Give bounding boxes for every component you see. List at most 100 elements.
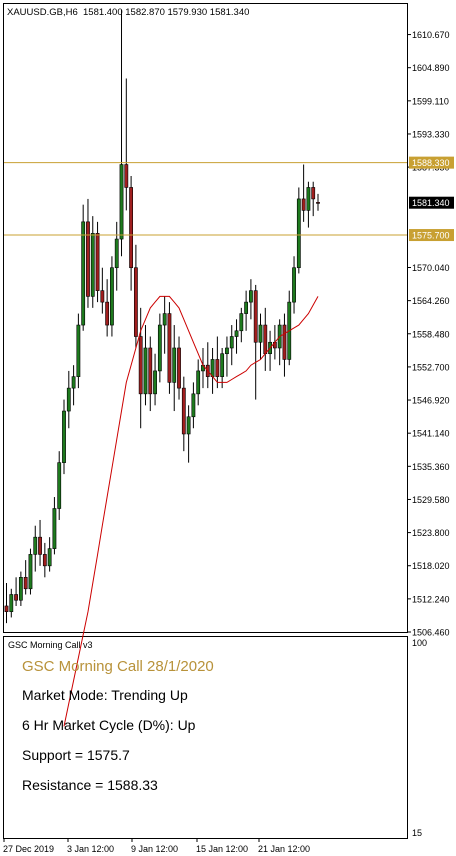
candle <box>62 399 66 475</box>
candle <box>110 256 114 337</box>
time-tick-label: 9 Jan 12:00 <box>131 844 178 854</box>
candle-body <box>81 221 86 326</box>
candle <box>9 588 14 618</box>
time-tick-label: 3 Jan 12:00 <box>67 844 114 854</box>
candle <box>114 221 119 291</box>
candle <box>138 307 143 429</box>
candle <box>292 256 296 314</box>
candle-body <box>71 376 76 389</box>
candle-body <box>210 359 215 377</box>
support-tag-label: 1575.700 <box>412 231 450 241</box>
candle <box>100 267 105 314</box>
candle-body <box>239 313 244 332</box>
candle-body <box>90 233 95 297</box>
time-tick-label: 27 Dec 2019 <box>3 844 54 854</box>
candle-body <box>110 267 114 326</box>
candle <box>66 370 71 429</box>
candle <box>52 497 57 555</box>
main-chart-frame <box>3 3 408 633</box>
candle-body <box>249 290 253 303</box>
candle <box>157 313 162 383</box>
price-tick-label: 1512.240 <box>412 594 450 604</box>
level-lines: 1588.330 1575.700 1581.340 <box>4 156 454 242</box>
candle <box>287 290 292 366</box>
price-tick-label: 1599.110 <box>412 96 449 106</box>
candle <box>191 382 196 429</box>
resistance-tag <box>409 156 454 169</box>
candle <box>105 279 110 337</box>
candle <box>225 336 229 377</box>
current-price-tag-label: 1581.340 <box>412 198 450 208</box>
candle <box>177 336 181 400</box>
candle-body <box>316 202 320 204</box>
candle <box>311 181 316 217</box>
candle-body <box>225 347 229 355</box>
candle-body <box>23 577 28 590</box>
candle-body <box>95 233 100 291</box>
ma-line <box>63 295 319 727</box>
candle-body <box>133 267 138 337</box>
time-axis: 27 Dec 2019 3 Jan 12:00 9 Jan 12:00 15 Jan … <box>3 838 310 854</box>
candle <box>205 342 210 389</box>
time-tick-label: 21 Jan 12:00 <box>258 844 310 854</box>
candle-body <box>66 387 71 412</box>
candle <box>18 571 23 606</box>
candle <box>162 296 167 354</box>
candle-body <box>177 347 181 389</box>
subwindow-heading: GSC Morning Call 28/1/2020 <box>22 658 214 675</box>
candle <box>201 347 205 389</box>
candle-body <box>100 290 105 303</box>
candle-body <box>263 324 268 355</box>
candle <box>148 336 153 412</box>
subwindow-scale-bottom: 15 <box>412 828 422 838</box>
price-tick-label: 1593.330 <box>412 129 450 139</box>
price-tick-label: 1558.480 <box>412 329 450 339</box>
candle <box>306 181 311 228</box>
candle-body <box>153 370 157 395</box>
support-tag <box>409 229 454 242</box>
candle-body <box>148 347 153 395</box>
candle <box>316 193 320 211</box>
candle <box>196 359 201 406</box>
candle-body <box>33 536 38 555</box>
candle <box>181 376 186 452</box>
candle-body <box>172 347 177 383</box>
candle-body <box>52 508 57 549</box>
candle-body <box>138 336 143 395</box>
candle <box>277 319 282 366</box>
candle-body <box>47 548 52 567</box>
candle-body <box>282 324 287 360</box>
candle <box>124 78 129 211</box>
candle-body <box>28 554 33 590</box>
candle <box>57 451 62 520</box>
market-mode-line: Market Mode: Trending Up <box>22 687 188 703</box>
support-line: Support = 1575.7 <box>22 747 130 763</box>
candle-body <box>57 462 62 509</box>
candle-body <box>196 370 201 395</box>
moving-average <box>63 295 319 727</box>
time-tick-label: 15 Jan 12:00 <box>196 844 248 854</box>
candle-body <box>186 416 191 435</box>
candle-body <box>167 313 172 383</box>
candle <box>167 302 172 394</box>
candle <box>119 9 124 257</box>
price-tick-label: 1529.580 <box>412 495 450 505</box>
candle-body <box>253 290 258 343</box>
candle <box>23 560 28 595</box>
candle-body <box>220 353 225 377</box>
candle-body <box>42 554 47 567</box>
candle-body <box>292 267 296 303</box>
candle-body <box>38 536 42 555</box>
candle-body <box>181 387 186 435</box>
candle-body <box>162 313 167 326</box>
candle <box>244 290 249 331</box>
candle-body <box>105 301 110 326</box>
resistance-tag-label: 1588.330 <box>412 158 450 168</box>
candle <box>282 313 287 377</box>
candle-body <box>301 198 306 211</box>
candle <box>268 330 272 371</box>
candle <box>90 216 95 308</box>
candle <box>129 175 134 291</box>
candle-body <box>229 336 234 349</box>
